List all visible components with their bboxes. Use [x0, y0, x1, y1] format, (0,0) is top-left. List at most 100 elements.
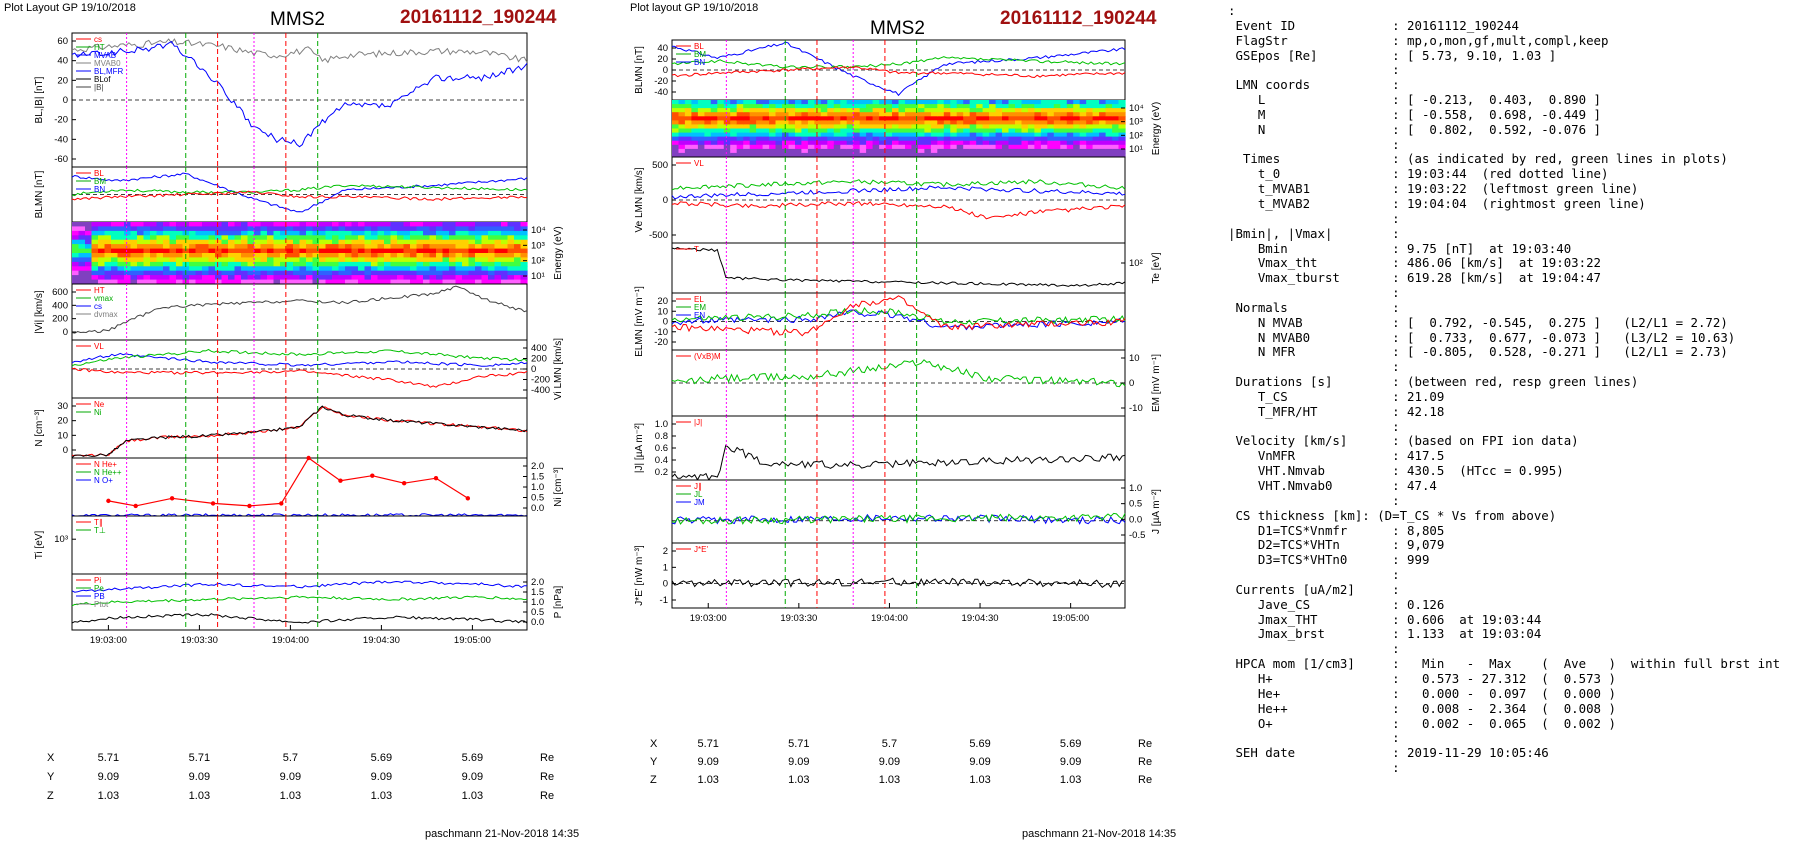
- spectrogram-e_spec-cell: [1086, 152, 1094, 158]
- spectrogram-ion_spec-cell: [299, 257, 307, 263]
- y-tick-label: 30: [57, 401, 68, 412]
- spectrogram-ion_spec-cell: [130, 275, 138, 281]
- spectrogram-ion_spec-cell: [234, 279, 242, 285]
- spectrogram-ion_spec-cell: [247, 244, 255, 250]
- left-plot-header: Plot Layout GP 19/10/2018: [4, 2, 136, 14]
- spectrogram-ion_spec-cell: [98, 222, 106, 227]
- y-tick-label: 0.8: [655, 431, 668, 442]
- spectrogram-ion_spec-cell: [221, 222, 229, 227]
- spectrogram-e_spec-cell: [892, 116, 900, 121]
- spectrogram-e_spec-cell: [943, 100, 951, 105]
- y-tick-label: 0: [663, 579, 668, 590]
- spectrogram-e_spec-cell: [1112, 140, 1120, 146]
- spectrogram-e_spec-cell: [995, 124, 1003, 130]
- spectrogram-ion_spec-cell: [247, 248, 255, 254]
- spectrogram-e_spec-cell: [743, 104, 751, 109]
- spectrogram-ion_spec-cell: [280, 275, 288, 281]
- spectrogram-ion_spec-cell: [150, 257, 158, 263]
- spectrogram-e_spec-cell: [898, 120, 906, 126]
- spectrogram-ion_spec-cell: [111, 248, 119, 254]
- spectrogram-ion_spec-cell: [436, 261, 444, 267]
- spectrogram-ion_spec-cell: [260, 266, 268, 272]
- legend-entry: MVAB: [94, 51, 116, 60]
- spectrogram-ion_spec-cell: [481, 226, 489, 232]
- spectrogram-ion_spec-cell: [462, 239, 470, 245]
- spectrogram-e_spec-cell: [943, 108, 951, 113]
- spectrogram-ion_spec-cell: [364, 279, 372, 285]
- spectrogram-e_spec-cell: [963, 128, 971, 134]
- middle-pos-x-value: 5.69: [1059, 738, 1082, 750]
- spectrogram-e_spec-cell: [1105, 148, 1113, 154]
- y-tick-label: 0.6: [655, 443, 668, 454]
- spectrogram-ion_spec-cell: [488, 279, 496, 285]
- spectrogram-e_spec-cell: [717, 152, 725, 158]
- spectrogram-e_spec-cell: [1053, 136, 1061, 142]
- summary-line: Currents [uA/m2] :: [1228, 582, 1400, 597]
- spectrogram-e_spec-cell: [684, 124, 692, 130]
- spectrogram-ion_spec-cell: [163, 279, 171, 285]
- spectrogram-ion_spec-cell: [234, 235, 242, 241]
- spectrogram-e_spec-cell: [710, 128, 718, 134]
- spectrogram-e_spec-cell: [743, 148, 751, 154]
- spectrogram-ion_spec-cell: [468, 270, 476, 276]
- spectrogram-ion_spec-cell: [306, 248, 314, 254]
- spectrogram-e_spec-cell: [1053, 132, 1061, 138]
- spectrogram-e_spec-cell: [1079, 132, 1087, 138]
- spectrogram-ion_spec-cell: [156, 222, 164, 227]
- spectrogram-e_spec-cell: [1060, 112, 1068, 117]
- spectrogram-ion_spec-cell: [228, 226, 236, 232]
- spectrogram-ion_spec-cell: [273, 257, 281, 263]
- spectrogram-e_spec-cell: [853, 116, 861, 121]
- summary-line: VHT.Nmvab0 : 47.4: [1228, 479, 1437, 493]
- spectrogram-e_spec-cell: [827, 120, 835, 126]
- spectrogram-ion_spec-cell: [215, 222, 223, 227]
- spectrogram-e_spec-cell: [1047, 116, 1055, 121]
- summary-line: He+ : 0.000 - 0.097 ( 0.000 ): [1228, 686, 1616, 701]
- spectrogram-ion_spec-cell: [247, 266, 255, 272]
- spectrogram-ion_spec-cell: [475, 266, 483, 272]
- spectrogram-e_spec-cell: [859, 140, 867, 146]
- panel-vilmn-series-line: [71, 367, 528, 388]
- spectrogram-ion_spec-cell: [169, 235, 177, 241]
- spectrogram-ion_spec-cell: [501, 257, 509, 263]
- spectrogram-ion_spec-cell: [215, 266, 223, 272]
- left-pos-unit-x: Re: [540, 752, 555, 764]
- spectrogram-e_spec-cell: [1034, 112, 1042, 117]
- spectrogram-ion_spec-cell: [325, 244, 333, 250]
- spectrogram-e_spec-cell: [833, 120, 841, 126]
- spectrogram-e_spec-cell: [1021, 108, 1029, 113]
- spectrogram-ion_spec-cell: [475, 239, 483, 245]
- spectrogram-e_spec-cell: [950, 120, 958, 126]
- y-tick-label: 0.2: [655, 467, 668, 478]
- spectrogram-e_spec-cell: [814, 124, 822, 130]
- spectrogram-ion_spec-cell: [85, 261, 93, 267]
- spectrogram-ion_spec-cell: [325, 230, 333, 236]
- spectrogram-ion_spec-cell: [468, 266, 476, 272]
- spectrogram-ion_spec-cell: [117, 266, 125, 272]
- spectrogram-ion_spec-cell: [202, 235, 210, 241]
- y-tick-label: -60: [54, 154, 68, 165]
- spectrogram-ion_spec-cell: [91, 261, 99, 267]
- spectrogram-ion_spec-cell: [390, 235, 398, 241]
- spectrogram-e_spec-cell: [1073, 108, 1081, 113]
- spectrogram-ion_spec-cell: [384, 261, 392, 267]
- spectrogram-e_spec-cell: [859, 120, 867, 126]
- middle-pos-x-value: 5.7: [881, 738, 898, 750]
- spectrogram-ion_spec-cell: [143, 275, 151, 281]
- spectrogram-ion_spec-cell: [403, 244, 411, 250]
- spectrogram-ion_spec-cell: [351, 275, 359, 281]
- spectrogram-ion_spec-cell: [293, 257, 301, 263]
- spectrogram-ion_spec-cell: [85, 275, 93, 281]
- spectrogram-e_spec-cell: [1040, 140, 1048, 146]
- spectrogram-e_spec-cell: [917, 132, 925, 138]
- spectrogram-ion_spec-cell: [273, 239, 281, 245]
- spectrogram-e_spec-cell: [743, 132, 751, 138]
- spectrogram-e_spec-cell: [1008, 140, 1016, 146]
- y-tick-label: 0: [63, 445, 68, 456]
- spectrogram-ion_spec-cell: [312, 275, 320, 281]
- spectrogram-e_spec-cell: [872, 144, 880, 150]
- spectrogram-e_spec-cell: [795, 152, 803, 158]
- spectrogram-e_spec-cell: [691, 116, 699, 121]
- hpca-point: [106, 498, 111, 504]
